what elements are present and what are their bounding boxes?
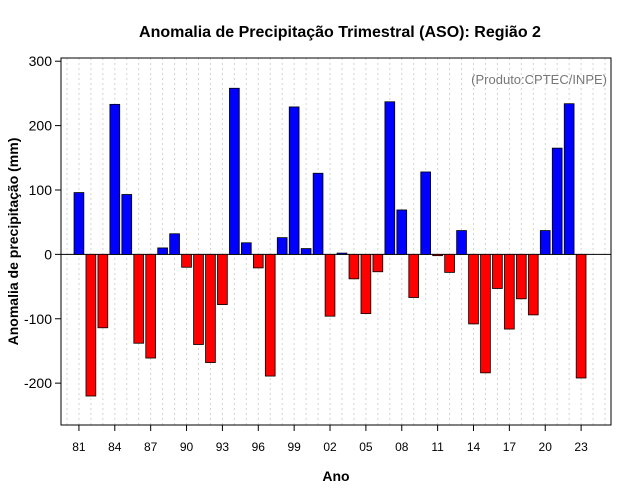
bar-2012 (444, 253, 455, 273)
bar-2001 (312, 172, 324, 255)
bar-1990 (181, 253, 192, 268)
x-tick-label: 08 (395, 440, 409, 454)
bar-1997 (264, 253, 276, 377)
bar-2020 (539, 230, 551, 255)
x-tick-label: 84 (108, 440, 122, 454)
bar-1983 (97, 253, 109, 329)
bar-1981 (73, 192, 85, 255)
bar-1991 (193, 253, 204, 345)
bar-2000 (300, 248, 312, 255)
x-tick-label: 93 (216, 440, 230, 454)
x-tick-label: 20 (539, 440, 553, 454)
y-tick-label: 100 (29, 182, 53, 198)
bar-2007 (384, 101, 396, 255)
gridlines (66, 58, 606, 425)
credit-text: (Produto:CPTEC/INPE) (471, 72, 607, 87)
y-tick-label: 200 (29, 118, 53, 134)
x-tick-label: 14 (467, 440, 481, 454)
x-tick-label: 96 (252, 440, 266, 454)
plot-frame (60, 57, 612, 426)
x-tick-label: 81 (72, 440, 86, 454)
y-axis-label: Anomalia de precipitação (mm) (5, 138, 21, 346)
bar-2010 (420, 171, 431, 255)
x-axis: 81 84 87 90 93 96 99 02 05 08 11 14 17 20 23 (72, 425, 588, 454)
bar-2014 (468, 253, 479, 325)
bar-2016 (492, 253, 503, 289)
chart-title: Anomalia de Precipitação Trimestral (ASO… (139, 24, 541, 41)
bar-2013 (456, 230, 467, 255)
y-tick-label: 0 (44, 246, 52, 262)
bar-2003 (336, 252, 348, 255)
x-tick-label: 90 (180, 440, 194, 454)
bar-1982 (85, 253, 97, 397)
bar-2017 (504, 253, 515, 330)
bar-2004 (348, 253, 360, 280)
bar-2018 (516, 253, 527, 300)
bar-1994 (229, 87, 240, 255)
bar-1984 (109, 103, 121, 255)
bar-1993 (217, 253, 228, 305)
bar-2015 (480, 253, 491, 374)
bar-2022 (563, 103, 575, 255)
bar-1998 (276, 237, 288, 255)
x-tick-label: 17 (503, 440, 517, 454)
bar-1992 (205, 253, 216, 363)
y-axis: -200 -100 0 100 200 300 (24, 53, 61, 391)
x-tick-label: 05 (359, 440, 373, 454)
bar-2008 (396, 209, 408, 255)
x-tick-label: 02 (323, 440, 337, 454)
y-tick-label: -100 (24, 311, 52, 327)
x-tick-label: 11 (431, 440, 444, 454)
bar-1989 (169, 233, 180, 255)
bar-2019 (527, 253, 539, 316)
bar-2009 (408, 253, 420, 298)
bar-2005 (360, 253, 372, 315)
x-tick-label: 87 (144, 440, 158, 454)
bar-1985 (121, 194, 133, 255)
y-tick-label: -200 (24, 375, 52, 391)
bar-series (73, 87, 587, 397)
bar-1988 (157, 247, 168, 255)
x-axis-label: Ano (322, 468, 349, 484)
bar-2011 (432, 253, 443, 257)
bar-1987 (145, 253, 156, 359)
bar-1996 (252, 253, 264, 269)
bar-1999 (288, 106, 300, 255)
bar-2021 (551, 147, 563, 255)
bar-2002 (324, 253, 336, 317)
x-tick-label: 23 (574, 440, 588, 454)
bar-1986 (133, 253, 145, 344)
bar-2023 (575, 253, 587, 379)
bar-2006 (372, 253, 384, 273)
y-tick-label: 300 (29, 53, 53, 69)
x-tick-label: 99 (287, 440, 301, 454)
bar-1995 (241, 242, 252, 255)
